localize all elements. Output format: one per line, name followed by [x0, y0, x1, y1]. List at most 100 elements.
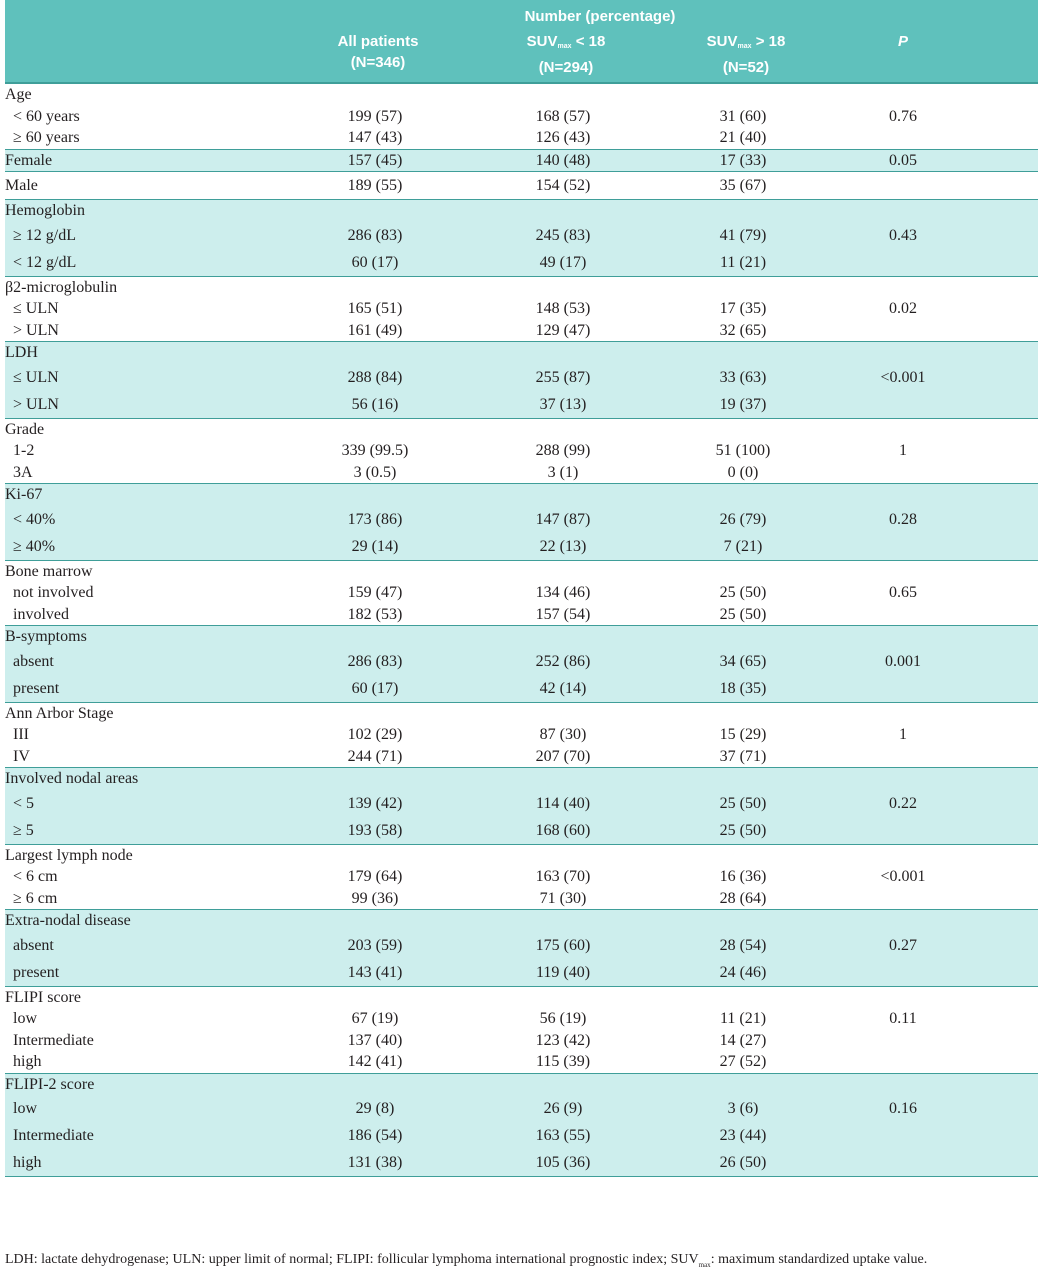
- table-row-group: β2-microglobulin ≤ ULN 165 (51) 148 (53) 17 …: [5, 277, 1038, 342]
- cell-suv-low: 22 (13): [539, 537, 587, 555]
- header-suv-low-n: (N=294): [538, 59, 594, 76]
- cell-suv-high: 17 (35): [719, 300, 767, 317]
- cell-p-value: 0.001: [885, 652, 921, 670]
- row-sublabel: < 12 g/dL: [13, 253, 77, 271]
- table-row: FLIPI score: [5, 987, 1038, 1009]
- row-sublabel: low: [13, 1100, 37, 1117]
- table-row: β2-microglobulin: [5, 277, 1038, 299]
- cell-suv-high: 37 (71): [719, 747, 767, 765]
- header-all-patients-n: (N=346): [350, 54, 406, 71]
- row-sublabel: III: [13, 726, 29, 743]
- row-sublabel: < 6 cm: [13, 868, 58, 885]
- cell-all-patients: 102 (29): [347, 726, 403, 743]
- row-label: Extra-nodal disease: [5, 912, 131, 929]
- table-row: Hemoglobin: [5, 200, 1038, 222]
- row-sublabel: ≥ 12 g/dL: [13, 226, 76, 244]
- table-row-group: FLIPI score low 67 (19) 56 (19) 11 (21) 0.11 I…: [5, 987, 1038, 1074]
- row-sublabel: ≤ ULN: [13, 368, 59, 386]
- cell-suv-low: 119 (40): [535, 963, 591, 981]
- cell-all-patients: 286 (83): [347, 652, 403, 670]
- row-sublabel: high: [13, 1053, 42, 1070]
- cell-suv-high: 16 (36): [719, 868, 767, 885]
- table-row: Extra-nodal disease: [5, 910, 1038, 932]
- table-row: Ki-67: [5, 484, 1038, 506]
- header-all-patients-title: All patients: [337, 33, 419, 50]
- row-sublabel: ≥ 6 cm: [13, 889, 58, 907]
- table-row-group: B-symptoms absent 286 (83) 252 (86) 34 (65) 0…: [5, 626, 1038, 703]
- cell-suv-low: 288 (99): [535, 442, 591, 459]
- table-row-group: Involved nodal areas < 5 139 (42) 114 (40) 2…: [5, 768, 1038, 845]
- row-sublabel: present: [13, 679, 60, 697]
- cell-all-patients: 131 (38): [347, 1154, 403, 1171]
- cell-suv-high: 26 (50): [719, 1154, 767, 1171]
- header-p-value: P: [897, 33, 908, 50]
- cell-suv-high: 17 (33): [719, 151, 767, 169]
- cell-all-patients: 288 (84): [347, 368, 403, 386]
- table-row-group: Extra-nodal disease absent 203 (59) 175 (60…: [5, 910, 1038, 987]
- row-label: FLIPI score: [5, 988, 81, 1006]
- cell-suv-high: 7 (21): [723, 537, 763, 555]
- cell-all-patients: 189 (55): [347, 177, 403, 194]
- cell-p-value: 0.05: [889, 151, 917, 169]
- row-sublabel: > ULN: [13, 321, 59, 339]
- table-row: low 29 (8) 26 (9) 3 (6) 0.16: [5, 1095, 1038, 1122]
- row-sublabel: < 5: [13, 794, 35, 812]
- row-label: β2-microglobulin: [5, 278, 118, 296]
- row-sublabel: ≤ ULN: [13, 300, 59, 317]
- header-suv-high-title: SUVmax > 18: [706, 33, 786, 50]
- cell-suv-high: 27 (52): [719, 1053, 767, 1070]
- cell-suv-low: 42 (14): [539, 679, 587, 697]
- table-row: ≥ 40% 29 (14) 22 (13) 7 (21): [5, 533, 1038, 560]
- row-sublabel: ≥ 5: [13, 821, 34, 839]
- cell-all-patients: 165 (51): [347, 300, 403, 317]
- table-row: high 142 (41) 115 (39) 27 (52): [5, 1051, 1038, 1073]
- cell-all-patients: 147 (43): [347, 129, 403, 146]
- cell-all-patients: 56 (16): [351, 395, 399, 413]
- cell-suv-high: 41 (79): [719, 226, 767, 244]
- cell-suv-high: 25 (50): [719, 821, 767, 839]
- cell-suv-low: 26 (9): [543, 1100, 583, 1117]
- cell-all-patients: 157 (45): [347, 151, 403, 169]
- cell-suv-low: 175 (60): [535, 936, 591, 954]
- table-row: low 67 (19) 56 (19) 11 (21) 0.11: [5, 1008, 1038, 1030]
- table-row: < 60 years 199 (57) 168 (57) 31 (60) 0.76: [5, 106, 1038, 128]
- cell-suv-low: 126 (43): [535, 129, 591, 146]
- row-label: Female: [5, 151, 53, 169]
- header-group-label: Number (percentage): [524, 8, 676, 25]
- cell-all-patients: 143 (41): [347, 963, 403, 981]
- row-sublabel: < 60 years: [13, 107, 80, 125]
- cell-suv-low: 56 (19): [539, 1010, 587, 1027]
- table-row: Intermediate 186 (54) 163 (55) 23 (44): [5, 1122, 1038, 1149]
- cell-all-patients: 339 (99.5): [341, 442, 409, 459]
- cell-p-value: 0.11: [889, 1010, 917, 1027]
- table-row: < 5 139 (42) 114 (40) 25 (50) 0.22: [5, 790, 1038, 817]
- table-row: 1-2 339 (99.5) 288 (99) 51 (100) 1: [5, 440, 1038, 462]
- cell-suv-high: 3 (6): [727, 1100, 759, 1117]
- table-row: ≥ 60 years 147 (43) 126 (43) 21 (40): [5, 127, 1038, 149]
- cell-suv-high: 15 (29): [719, 726, 767, 743]
- cell-p-value: 0.76: [889, 107, 917, 125]
- table-row: ≥ 5 193 (58) 168 (60) 25 (50): [5, 817, 1038, 844]
- row-label: Ann Arbor Stage: [5, 704, 114, 722]
- row-label: Bone marrow: [5, 562, 93, 580]
- table-row: < 6 cm 179 (64) 163 (70) 16 (36) <0.001: [5, 866, 1038, 888]
- row-sublabel: < 40%: [13, 510, 56, 528]
- table-row: < 40% 173 (86) 147 (87) 26 (79) 0.28: [5, 506, 1038, 533]
- table-row-group: LDH ≤ ULN 288 (84) 255 (87) 33 (63) <0.001 > U…: [5, 342, 1038, 419]
- cell-p-value: 0.28: [889, 510, 917, 528]
- cell-suv-high: 19 (37): [719, 395, 767, 413]
- table-row-group: Bone marrow not involved 159 (47) 134 (46) 2…: [5, 561, 1038, 626]
- cell-suv-low: 147 (87): [535, 510, 591, 528]
- cell-all-patients: 199 (57): [347, 107, 403, 125]
- cell-all-patients: 161 (49): [347, 321, 403, 339]
- table-row: Intermediate 137 (40) 123 (42) 14 (27): [5, 1030, 1038, 1052]
- table-row: < 12 g/dL 60 (17) 49 (17) 11 (21): [5, 249, 1038, 276]
- row-label: Hemoglobin: [5, 202, 85, 219]
- cell-suv-high: 35 (67): [719, 177, 767, 194]
- cell-p-value: 0.65: [889, 584, 917, 601]
- cell-all-patients: 60 (17): [351, 679, 399, 697]
- table-row-group: Grade 1-2 339 (99.5) 288 (99) 51 (100) 1 3A 3 (…: [5, 419, 1038, 484]
- cell-all-patients: 142 (41): [347, 1053, 403, 1070]
- table-row: IV 244 (71) 207 (70) 37 (71): [5, 746, 1038, 768]
- table-row: high 131 (38) 105 (36) 26 (50): [5, 1149, 1038, 1176]
